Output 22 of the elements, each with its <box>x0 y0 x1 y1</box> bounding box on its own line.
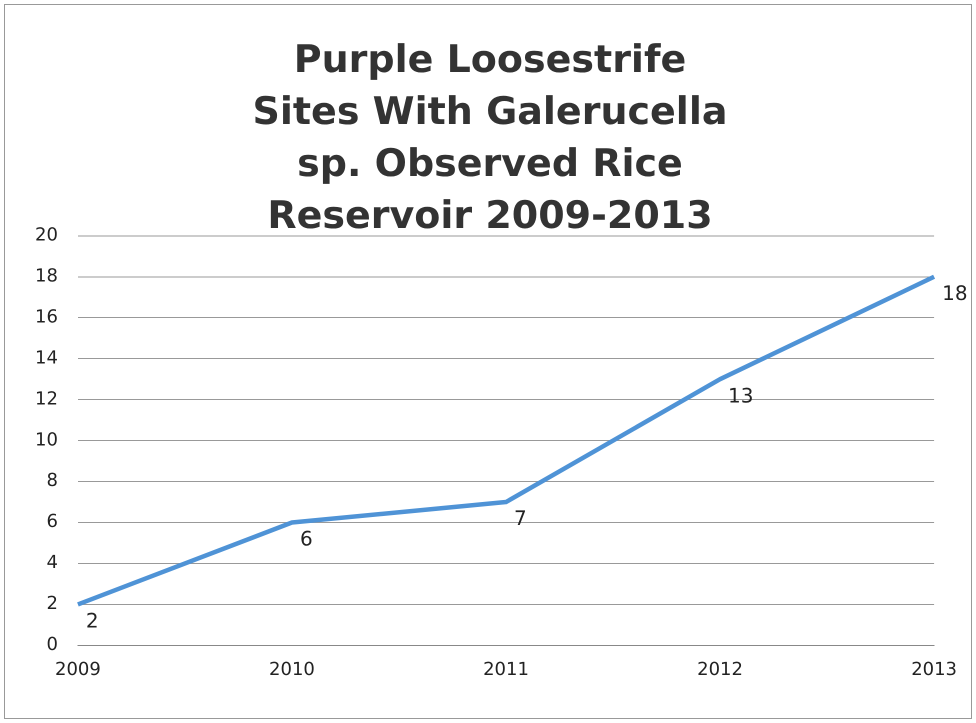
x-tick-label: 2013 <box>911 658 957 680</box>
y-tick-label: 6 <box>46 511 58 532</box>
x-tick-label: 2010 <box>269 658 315 680</box>
y-tick-label: 4 <box>46 552 58 574</box>
data-label: 6 <box>300 526 313 551</box>
data-label: 18 <box>942 280 968 305</box>
y-tick-label: 10 <box>35 429 58 450</box>
y-tick-label: 20 <box>35 224 58 246</box>
y-tick-label: 12 <box>35 388 58 410</box>
y-tick-label: 18 <box>35 265 58 286</box>
x-tick-label: 2009 <box>55 658 101 680</box>
chart-title: Purple Loosestrife Sites With Galerucella sp. Observed Rice Reservoir 2009-2013 <box>252 36 728 239</box>
y-tick-label: 0 <box>46 634 58 656</box>
x-tick-label: 2012 <box>697 658 743 680</box>
y-tick-label: 2 <box>46 593 58 614</box>
x-tick-label: 2011 <box>483 658 529 680</box>
y-tick-label: 14 <box>35 347 58 368</box>
data-label: 13 <box>728 383 754 408</box>
y-tick-label: 16 <box>35 306 58 328</box>
y-tick-label: 8 <box>46 470 58 492</box>
data-label: 2 <box>86 608 99 633</box>
data-label: 7 <box>514 506 527 530</box>
